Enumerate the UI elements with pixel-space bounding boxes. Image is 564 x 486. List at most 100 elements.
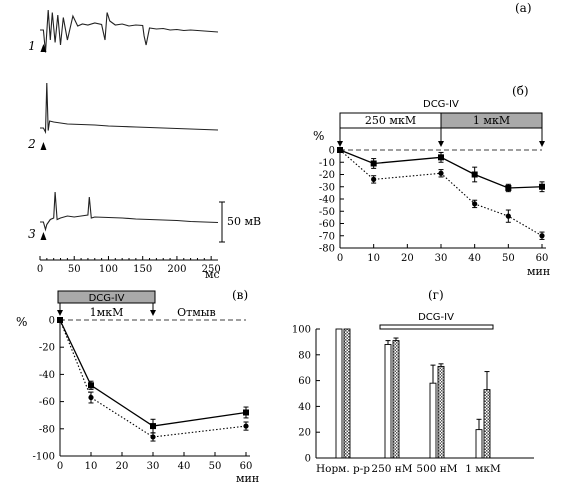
drug-bar: [57, 290, 156, 304]
series-line-1: [59, 319, 247, 438]
stimulus-arrow-icon: [40, 142, 47, 150]
x-tick-label: 20: [116, 461, 129, 472]
panel-b-label: (б): [512, 84, 529, 98]
panel-a-label: (а): [515, 1, 532, 15]
y-axis-unit: %: [16, 315, 27, 329]
stimulus-arrow-icon: [40, 44, 47, 52]
y-tick-label: 0: [329, 146, 335, 157]
arrow-down-icon: [337, 141, 343, 147]
concentration-label: 250 мкМ: [365, 114, 416, 127]
data-point: [438, 170, 444, 176]
data-point: [505, 184, 512, 191]
drug-label: DCG-IV: [418, 312, 454, 323]
trace-label-1: 1: [28, 39, 36, 53]
x-tick-label: 20: [401, 253, 414, 264]
data-point: [539, 233, 545, 239]
bar: [429, 382, 437, 459]
bar: [343, 328, 351, 459]
x-tick-label: 0: [37, 264, 43, 275]
y-tick-label: 20: [298, 428, 311, 439]
y-tick-label: -50: [319, 207, 335, 218]
trace-group: 1 2 3: [27, 9, 219, 241]
category-label: 250 нМ: [371, 463, 412, 475]
bar: [437, 365, 445, 459]
y-tick-label: -20: [39, 343, 55, 354]
y-tick-label: -10: [319, 158, 335, 169]
trace-2: [40, 82, 219, 135]
y-tick-label: -60: [319, 219, 335, 230]
data-point: [471, 171, 478, 178]
trace-1: [40, 9, 219, 53]
concentration-label: 1 мкМ: [473, 114, 510, 127]
bar: [335, 328, 343, 459]
data-point: [337, 147, 343, 153]
bar: [384, 344, 392, 459]
x-tick-label: 10: [367, 253, 380, 264]
trace-3: [40, 191, 219, 232]
x-axis-label: мин: [527, 265, 550, 278]
washout-label: Отмыв: [177, 306, 216, 319]
arrow-down-icon: [438, 141, 444, 147]
arrow-down-icon: [150, 310, 156, 316]
stimulus-arrow-icon: [40, 232, 47, 240]
series-line-0: [59, 319, 247, 427]
data-point: [505, 213, 511, 219]
data-point: [88, 382, 94, 389]
x-axis: 0 50 100 150 200 250: [37, 256, 221, 275]
drug-label: DCG-IV: [89, 293, 125, 304]
x-tick-label: 250: [202, 264, 221, 275]
bar: [483, 389, 491, 459]
x-tick-label: 150: [133, 264, 152, 275]
panel-g-chart: (г) 0 20 40 60 80 100 Норм. р-р 250 нМ 500 нМ 1 м…: [292, 288, 534, 475]
y-tick-label: 60: [298, 376, 311, 387]
data-point: [370, 160, 377, 167]
y-tick-label: 80: [298, 350, 311, 361]
panel-g-label: (г): [428, 288, 444, 302]
series-line-1: [339, 149, 543, 237]
concentration-label: 1мкМ: [90, 306, 124, 319]
data-point: [371, 176, 377, 182]
panel-a-traces: (а) 123 0 50 100 150 200 250 50 мВ мс: [27, 1, 531, 281]
bar: [475, 429, 483, 459]
arrow-down-icon: [539, 141, 545, 147]
y-tick-label: -80: [319, 244, 335, 255]
x-tick-label: 50: [502, 253, 515, 264]
trace-label-3: 3: [28, 227, 36, 241]
data-point: [150, 434, 156, 440]
scale-bar-label: 50 мВ: [227, 215, 261, 228]
data-point: [150, 423, 156, 430]
y-tick-label: -30: [319, 182, 335, 193]
x-axis-label: мс: [205, 268, 220, 281]
series-line-0: [339, 149, 543, 189]
category-label: 500 нМ: [416, 463, 457, 475]
y-tick-label: 100: [292, 325, 311, 336]
category-label: Норм. р-р: [316, 463, 370, 475]
data-point: [438, 154, 444, 161]
y-tick-label: -60: [39, 397, 55, 408]
data-point: [472, 201, 478, 207]
drug-label: DCG-IV: [423, 99, 459, 110]
x-tick-label: 40: [468, 253, 481, 264]
data-point: [243, 409, 249, 416]
x-tick-label: 10: [85, 461, 98, 472]
bar: [392, 340, 400, 459]
y-tick-label: 40: [298, 402, 311, 413]
x-tick-label: 100: [99, 264, 118, 275]
data-point: [57, 317, 63, 323]
trace-label-2: 2: [27, 137, 36, 151]
x-tick-label: 200: [167, 264, 186, 275]
x-tick-label: 0: [337, 253, 343, 264]
x-tick-label: 60: [240, 461, 253, 472]
x-tick-label: 40: [178, 461, 191, 472]
x-tick-label: 30: [435, 253, 448, 264]
y-tick-label: -40: [39, 370, 55, 381]
drug-bar: [379, 324, 494, 330]
y-tick-label: -40: [319, 195, 335, 206]
y-tick-label: 0: [49, 316, 55, 327]
panel-v-label: (в): [232, 288, 248, 302]
x-tick-label: 60: [536, 253, 549, 264]
category-label: 1 мкМ: [465, 463, 501, 475]
arrow-down-icon: [57, 310, 63, 316]
